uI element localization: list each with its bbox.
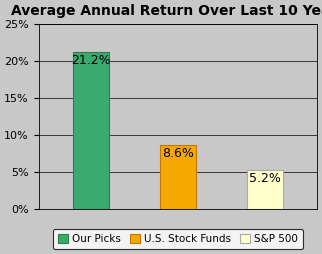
Title: Average Annual Return Over Last 10 Years: Average Annual Return Over Last 10 Years bbox=[11, 4, 322, 18]
Bar bbox=[247, 170, 283, 209]
Bar bbox=[72, 52, 109, 209]
Text: 8.6%: 8.6% bbox=[162, 147, 194, 160]
Text: 21.2%: 21.2% bbox=[71, 54, 111, 67]
Text: 5.2%: 5.2% bbox=[249, 172, 281, 185]
Legend: Our Picks, U.S. Stock Funds, S&P 500: Our Picks, U.S. Stock Funds, S&P 500 bbox=[53, 229, 303, 249]
Bar bbox=[160, 145, 196, 209]
